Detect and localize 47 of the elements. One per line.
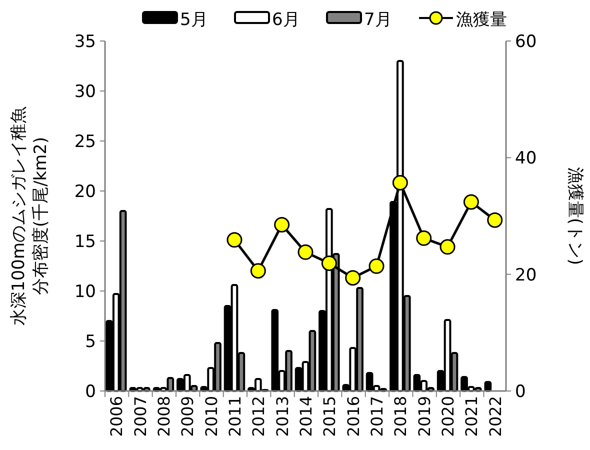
point — [345, 270, 361, 286]
point — [392, 175, 408, 190]
point — [321, 256, 337, 271]
point — [274, 217, 290, 232]
y-tick-label: 35 — [74, 32, 96, 52]
legend-label: 7月 — [364, 10, 392, 30]
point — [440, 239, 456, 255]
x-tick-label: 2013 — [272, 396, 292, 437]
legend-label: 漁獲量 — [456, 10, 507, 30]
x-tick-label: 2008 — [154, 396, 174, 437]
y2-tick-label: 20 — [515, 265, 537, 286]
x-tick-label: 2006 — [107, 396, 126, 437]
point — [416, 230, 432, 246]
x-tick-label: 2007 — [130, 396, 150, 437]
point — [250, 263, 266, 279]
point — [298, 244, 314, 260]
y-tick-label: 25 — [74, 132, 96, 152]
y-axis-title: 水深100mのムシガレイ稚魚分布密度(千尾/km2) — [9, 106, 51, 326]
x-tick-label: 2015 — [320, 396, 340, 437]
point — [226, 232, 242, 248]
y-tick-label: 0 — [85, 382, 96, 402]
y-tick-label: 10 — [74, 282, 96, 302]
x-tick-label: 2017 — [368, 396, 387, 437]
x-tick-label: 2022 — [486, 396, 505, 437]
point — [463, 194, 479, 210]
y2-axis-title: 漁獲量(トン) — [565, 166, 585, 266]
x-tick-label: 2020 — [438, 396, 458, 437]
point — [368, 258, 384, 274]
x-tick-label: 2012 — [249, 396, 268, 437]
y2-tick-label: 60 — [515, 32, 537, 52]
legend-label: 6月 — [272, 10, 300, 30]
point — [487, 212, 503, 228]
x-tick-label: 2009 — [178, 396, 198, 437]
x-tick-label: 2010 — [202, 396, 221, 437]
x-tick-label: 2016 — [344, 396, 363, 437]
y-tick-label: 20 — [74, 182, 96, 202]
x-tick-label: 2018 — [391, 396, 410, 437]
y-tick-label: 5 — [85, 332, 96, 352]
x-tick-label: 2019 — [414, 396, 434, 437]
y2-tick-label: 0 — [515, 382, 526, 402]
x-tick-label: 2011 — [225, 396, 244, 437]
y2-tick-label: 40 — [515, 148, 537, 169]
x-tick-label: 2021 — [462, 396, 482, 437]
y-tick-label: 30 — [74, 82, 96, 102]
y-tick-label: 15 — [74, 232, 96, 252]
legend-label: 5月 — [180, 10, 208, 30]
x-tick-label: 2014 — [296, 396, 316, 437]
